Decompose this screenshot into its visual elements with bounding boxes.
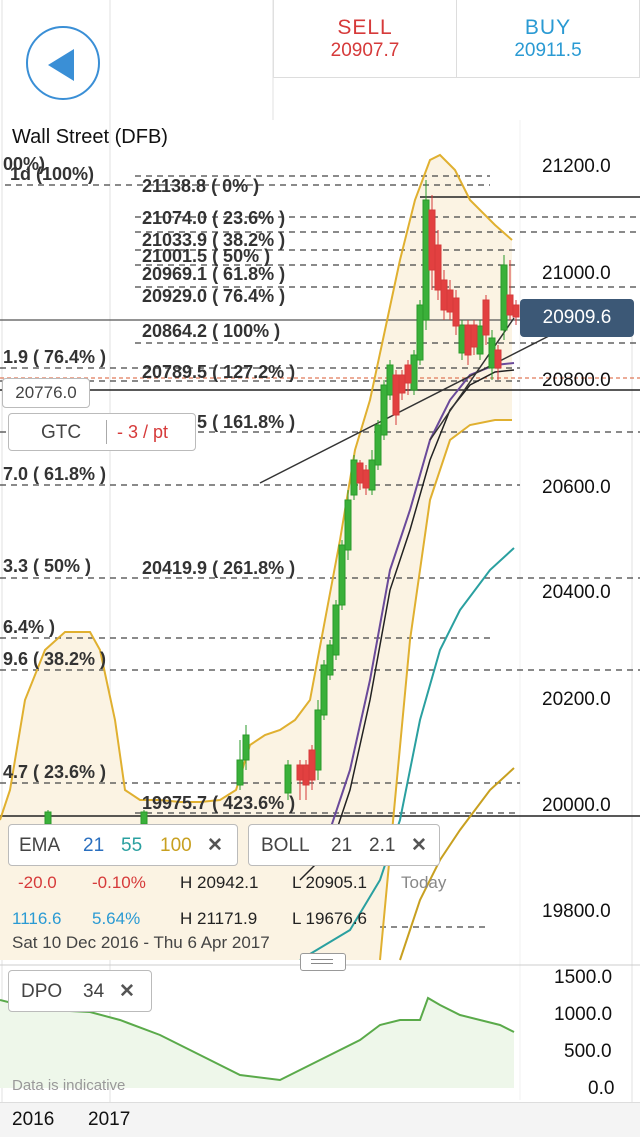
boll-deviation: 2.1 <box>369 835 396 856</box>
close-icon[interactable]: ✕ <box>119 981 135 1002</box>
dpo-indicator-chip[interactable]: DPO 34 ✕ <box>8 970 152 1012</box>
fib-label: 1d (100%) <box>10 164 94 184</box>
dpo-axis: 1500.0 1000.0 500.0 0.0 <box>554 967 614 1099</box>
boll-indicator-chip[interactable]: BOLL 21 2.1 ✕ <box>248 824 440 866</box>
low-value: L 19676.6 <box>292 909 367 928</box>
fib-label: 20929.0 ( 76.4% ) <box>142 286 285 306</box>
svg-text:19800.0: 19800.0 <box>542 901 611 922</box>
stats-today: -20.0 -0.10% H 20942.1 L 20905.1 Today <box>8 873 468 895</box>
ema-period-3: 100 <box>160 835 192 856</box>
svg-text:21000.0: 21000.0 <box>542 263 611 284</box>
ema-indicator-chip[interactable]: EMA 21 55 100 ✕ <box>8 824 238 866</box>
fib-label: 9.6 ( 38.2% ) <box>3 649 106 669</box>
ema-period-1: 21 <box>83 835 105 856</box>
fib-label: 7.0 ( 61.8% ) <box>3 464 106 484</box>
boll-name: BOLL <box>261 835 310 856</box>
svg-text:20600.0: 20600.0 <box>542 477 611 498</box>
svg-text:500.0: 500.0 <box>564 1041 612 1062</box>
back-button[interactable] <box>26 26 100 100</box>
fib-label: 1.9 ( 76.4% ) <box>3 347 106 367</box>
low-value: L 20905.1 <box>292 873 367 892</box>
fib-lines <box>0 175 640 928</box>
change-percent: 5.64% <box>92 909 141 928</box>
svg-text:20000.0: 20000.0 <box>542 795 611 816</box>
fib-label: 20864.2 ( 100% ) <box>142 321 280 341</box>
fib-label: 19975.7 ( 423.6% ) <box>142 793 295 813</box>
price-axis: 21200.0 21000.0 20800.0 20600.0 20400.0 … <box>542 156 611 922</box>
year-label: 2017 <box>88 1109 131 1130</box>
fib-label: 00%) <box>3 154 45 174</box>
year-label: 2016 <box>12 1109 55 1130</box>
candlesticks <box>44 180 520 830</box>
buy-price: 20911.5 <box>514 40 582 61</box>
time-axis: 2016 2017 <box>0 1102 640 1137</box>
fib-labels-left: 00%) 1d (100%) 1.9 ( 76.4% ) 7.0 ( 61.8%… <box>3 154 106 782</box>
order-level-tag[interactable]: 20776.0 <box>2 378 90 408</box>
high-value: H 20942.1 <box>180 873 259 892</box>
header-bar: SELL 20907.7 BUY 20911.5 <box>0 0 640 120</box>
sell-price: 20907.7 <box>330 40 400 61</box>
stats-range: 1116.6 5.64% H 21171.9 L 19676.6 <box>8 909 468 931</box>
change-percent: -0.10% <box>92 873 146 892</box>
gtc-label: GTC <box>41 422 82 443</box>
sell-button[interactable]: SELL 20907.7 <box>273 0 457 78</box>
svg-text:20200.0: 20200.0 <box>542 689 611 710</box>
resize-handle[interactable] <box>300 953 346 971</box>
gtc-order-panel[interactable]: GTC - 3 / pt <box>8 413 196 451</box>
buy-label: BUY <box>524 16 572 39</box>
fib-label: 21138.8 ( 0% ) <box>142 176 259 196</box>
fib-label: 20789.5 ( 127.2% ) <box>142 362 295 382</box>
boll-period: 21 <box>331 835 353 856</box>
close-icon[interactable]: ✕ <box>411 835 427 856</box>
ema-name: EMA <box>19 835 61 856</box>
fib-label: 21074.0 ( 23.6% ) <box>142 208 285 228</box>
fib-labels: 21138.8 ( 0% ) 21074.0 ( 23.6% ) 21033.9… <box>142 176 295 813</box>
ema-period-2: 55 <box>121 835 143 856</box>
change-value: -20.0 <box>18 873 57 892</box>
svg-text:0.0: 0.0 <box>588 1078 614 1099</box>
disclaimer: Data is indicative <box>12 1077 125 1094</box>
fib-label: 6.4% ) <box>3 617 55 637</box>
current-price-tag: 20909.6 <box>520 299 634 337</box>
divider <box>106 420 107 444</box>
fib-label: 20969.1 ( 61.8% ) <box>142 264 285 284</box>
svg-text:20800.0: 20800.0 <box>542 370 611 391</box>
svg-text:1000.0: 1000.0 <box>554 1004 612 1025</box>
dpo-name: DPO <box>21 981 63 1002</box>
period-label: Today <box>401 873 447 892</box>
fib-label: 21033.9 ( 38.2% ) <box>142 230 285 250</box>
svg-text:20400.0: 20400.0 <box>542 582 611 603</box>
instrument-title: Wall Street (DFB) <box>12 126 168 148</box>
buy-button[interactable]: BUY 20911.5 <box>456 0 640 78</box>
date-range: Sat 10 Dec 2016 - Thu 6 Apr 2017 <box>12 933 270 952</box>
fib-label: 20419.9 ( 261.8% ) <box>142 558 295 578</box>
sell-label: SELL <box>337 16 393 39</box>
stop-distance: - 3 / pt <box>117 422 169 442</box>
high-value: H 21171.9 <box>180 909 258 928</box>
triangle-left-icon <box>48 49 74 81</box>
svg-text:1500.0: 1500.0 <box>554 967 612 988</box>
dpo-period: 34 <box>83 981 105 1002</box>
fib-label: 4.7 ( 23.6% ) <box>3 762 106 782</box>
close-icon[interactable]: ✕ <box>207 835 223 856</box>
change-value: 1116.6 <box>12 909 62 928</box>
fib-label: 3.3 ( 50% ) <box>3 556 91 576</box>
svg-text:21200.0: 21200.0 <box>542 156 611 177</box>
fib-label: 21001.5 ( 50% ) <box>142 246 270 266</box>
